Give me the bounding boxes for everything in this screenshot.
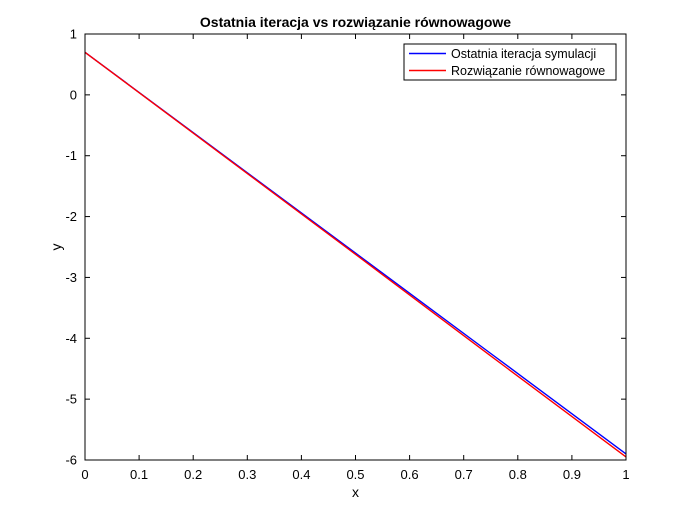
legend-label-1: Rozwiązanie równowagowe — [451, 64, 605, 78]
x-tick-label: 0 — [81, 467, 88, 482]
y-tick-label: 1 — [70, 27, 77, 42]
y-tick-label: -3 — [65, 270, 77, 285]
x-tick-label: 0.1 — [130, 467, 148, 482]
x-tick-label: 0.5 — [346, 467, 364, 482]
x-tick-label: 0.7 — [455, 467, 473, 482]
y-tick-label: -6 — [65, 453, 77, 468]
series-line-1 — [84, 51, 627, 458]
x-tick-label: 0.8 — [509, 467, 527, 482]
x-tick-label: 1 — [622, 467, 629, 482]
ticks: 0 0.1 0.2 0.3 0.4 0.5 0.6 0.7 0.8 0.9 1 1 0 -1 -2 -3 -4 -… — [65, 27, 629, 483]
y-tick-label: -2 — [65, 209, 77, 224]
chart-title: Ostatnia iteracja vs rozwiązanie równowa… — [200, 14, 511, 30]
legend-label-0: Ostatnia iteracja symulacji — [451, 47, 596, 61]
y-tick-label: -5 — [65, 392, 77, 407]
plot-frame — [84, 33, 627, 461]
y-tick-label: -1 — [65, 148, 77, 163]
series-lines — [84, 51, 627, 458]
y-axis-label: y — [48, 244, 64, 251]
x-tick-label: 0.3 — [238, 467, 256, 482]
x-tick-label: 0.4 — [292, 467, 310, 482]
x-axis-label: x — [352, 484, 359, 500]
legend-box — [403, 43, 617, 81]
x-tick-label: 0.6 — [401, 467, 419, 482]
x-tick-label: 0.9 — [563, 467, 581, 482]
x-tick-label: 0.2 — [184, 467, 202, 482]
y-tick-label: 0 — [70, 87, 77, 102]
y-tick-label: -4 — [65, 331, 77, 346]
legend: Ostatnia iteracja symulacji Rozwiązanie … — [403, 43, 617, 81]
